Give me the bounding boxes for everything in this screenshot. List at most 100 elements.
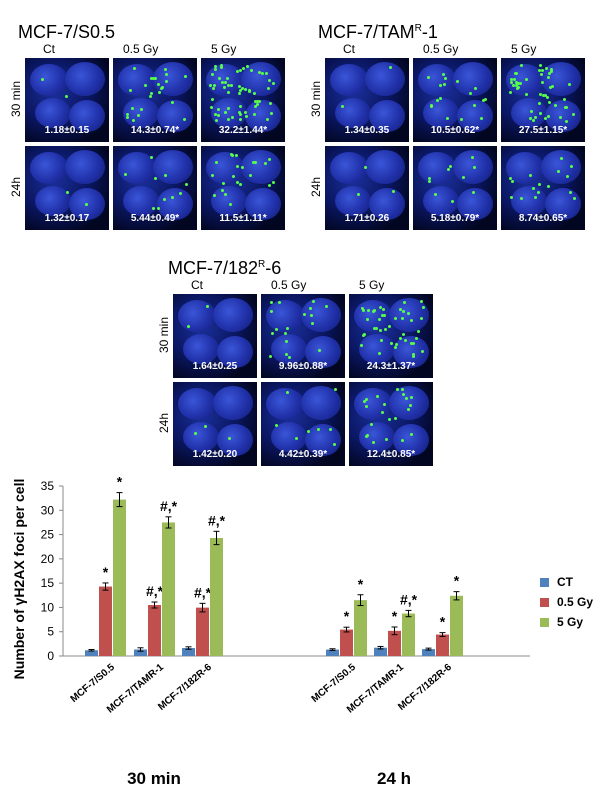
row-label: 24h [9,176,23,198]
foci-value-label: 8.74±0.65* [518,213,568,224]
foci-value-label: 1.18±0.15 [44,125,90,136]
focus-dot [509,91,512,95]
nucleus [65,150,105,184]
nucleus [271,422,307,452]
nucleus [301,298,341,332]
focus-dot [543,93,547,97]
focus-dot [540,81,544,85]
focus-dot [510,179,514,183]
focus-dot [40,77,44,81]
row-label: 30 min [9,80,23,118]
focus-dot [185,183,189,187]
y-tick-label: 30 [41,503,55,517]
focus-dot [214,119,218,123]
focus-dot [258,71,262,75]
focus-dot [224,80,228,84]
foci-value-label: 11.5±1.11* [219,213,267,224]
foci-value-label: 4.42±0.39* [278,449,328,460]
foci-value-label: 1.42±0.20 [192,449,238,460]
panel-title-main: MCF-7/182 [168,258,259,278]
focus-dot [556,169,560,173]
significance-mark: * [103,564,109,580]
microscopy-image: 12.4±0.85* [349,382,433,466]
nucleus [118,64,156,96]
panel-title-tail: -6 [265,258,282,278]
focus-dot [235,180,239,184]
focus-dot [277,300,281,304]
focus-dot [182,118,186,122]
focus-dot [420,350,424,354]
focus-dot [380,314,384,318]
significance-mark: * [392,608,398,624]
focus-dot [204,424,208,428]
focus-dot [417,329,421,333]
focus-dot [333,443,337,447]
focus-dot [539,64,543,68]
nucleus [183,422,219,452]
focus-dot [309,306,313,310]
focus-dot [388,417,392,421]
focus-dot [516,82,520,86]
bar [162,522,175,656]
focus-dot [154,176,158,180]
y-tick-label: 10 [41,600,55,614]
nucleus [389,386,429,420]
focus-dot [380,410,384,414]
focus-dot [470,155,474,159]
focus-dot [439,96,443,100]
significance-mark: * [358,576,364,592]
focus-dot [184,74,188,78]
focus-dot [65,191,69,195]
focus-dot [250,68,254,72]
foci-value-label: 1.34±0.35 [344,125,390,136]
nucleus [365,150,405,184]
focus-dot [393,416,397,420]
foci-value-label: 10.5±0.62* [430,125,480,136]
bar [210,537,223,656]
focus-dot [286,391,290,395]
focus-dot [443,76,447,80]
focus-dot [193,432,197,436]
nucleus [301,386,341,420]
focus-dot [247,90,251,94]
focus-dot [408,403,412,407]
focus-dot [220,66,224,70]
focus-dot [252,91,256,95]
nucleus [545,100,581,132]
focus-dot [514,83,518,87]
focus-dot [316,427,320,431]
column-label: 5 Gy [211,42,237,56]
focus-dot [410,432,414,436]
focus-dot [237,110,241,114]
panel-title-main: MCF-7/TAM [318,22,415,42]
focus-dot [240,166,244,170]
nucleus [241,150,281,184]
y-axis-title: Number of γH2AX foci per cell [11,479,27,680]
focus-dot [546,115,550,119]
focus-dot [364,405,368,409]
focus-dot [412,353,416,357]
focus-dot [238,105,242,109]
column-label: Ct [191,278,203,292]
focus-dot [245,65,249,69]
bar [354,600,367,656]
focus-dot [518,82,522,86]
focus-dot [473,87,477,91]
panel-title-main: MCF-7/S0.5 [18,22,116,42]
focus-dot [270,331,274,335]
focus-dot [239,118,243,122]
focus-dot [363,399,367,403]
focus-dot [400,439,404,443]
focus-dot [514,81,518,85]
focus-dot [402,333,406,337]
bar [85,650,98,656]
focus-dot [525,93,529,97]
focus-dot [537,191,541,195]
focus-dot [283,331,287,335]
nucleus [245,100,281,132]
nucleus [511,186,547,216]
focus-dot [269,354,273,358]
focus-dot [284,353,288,357]
microscopy-image: 10.5±0.62* [413,58,497,142]
nucleus [217,424,253,456]
